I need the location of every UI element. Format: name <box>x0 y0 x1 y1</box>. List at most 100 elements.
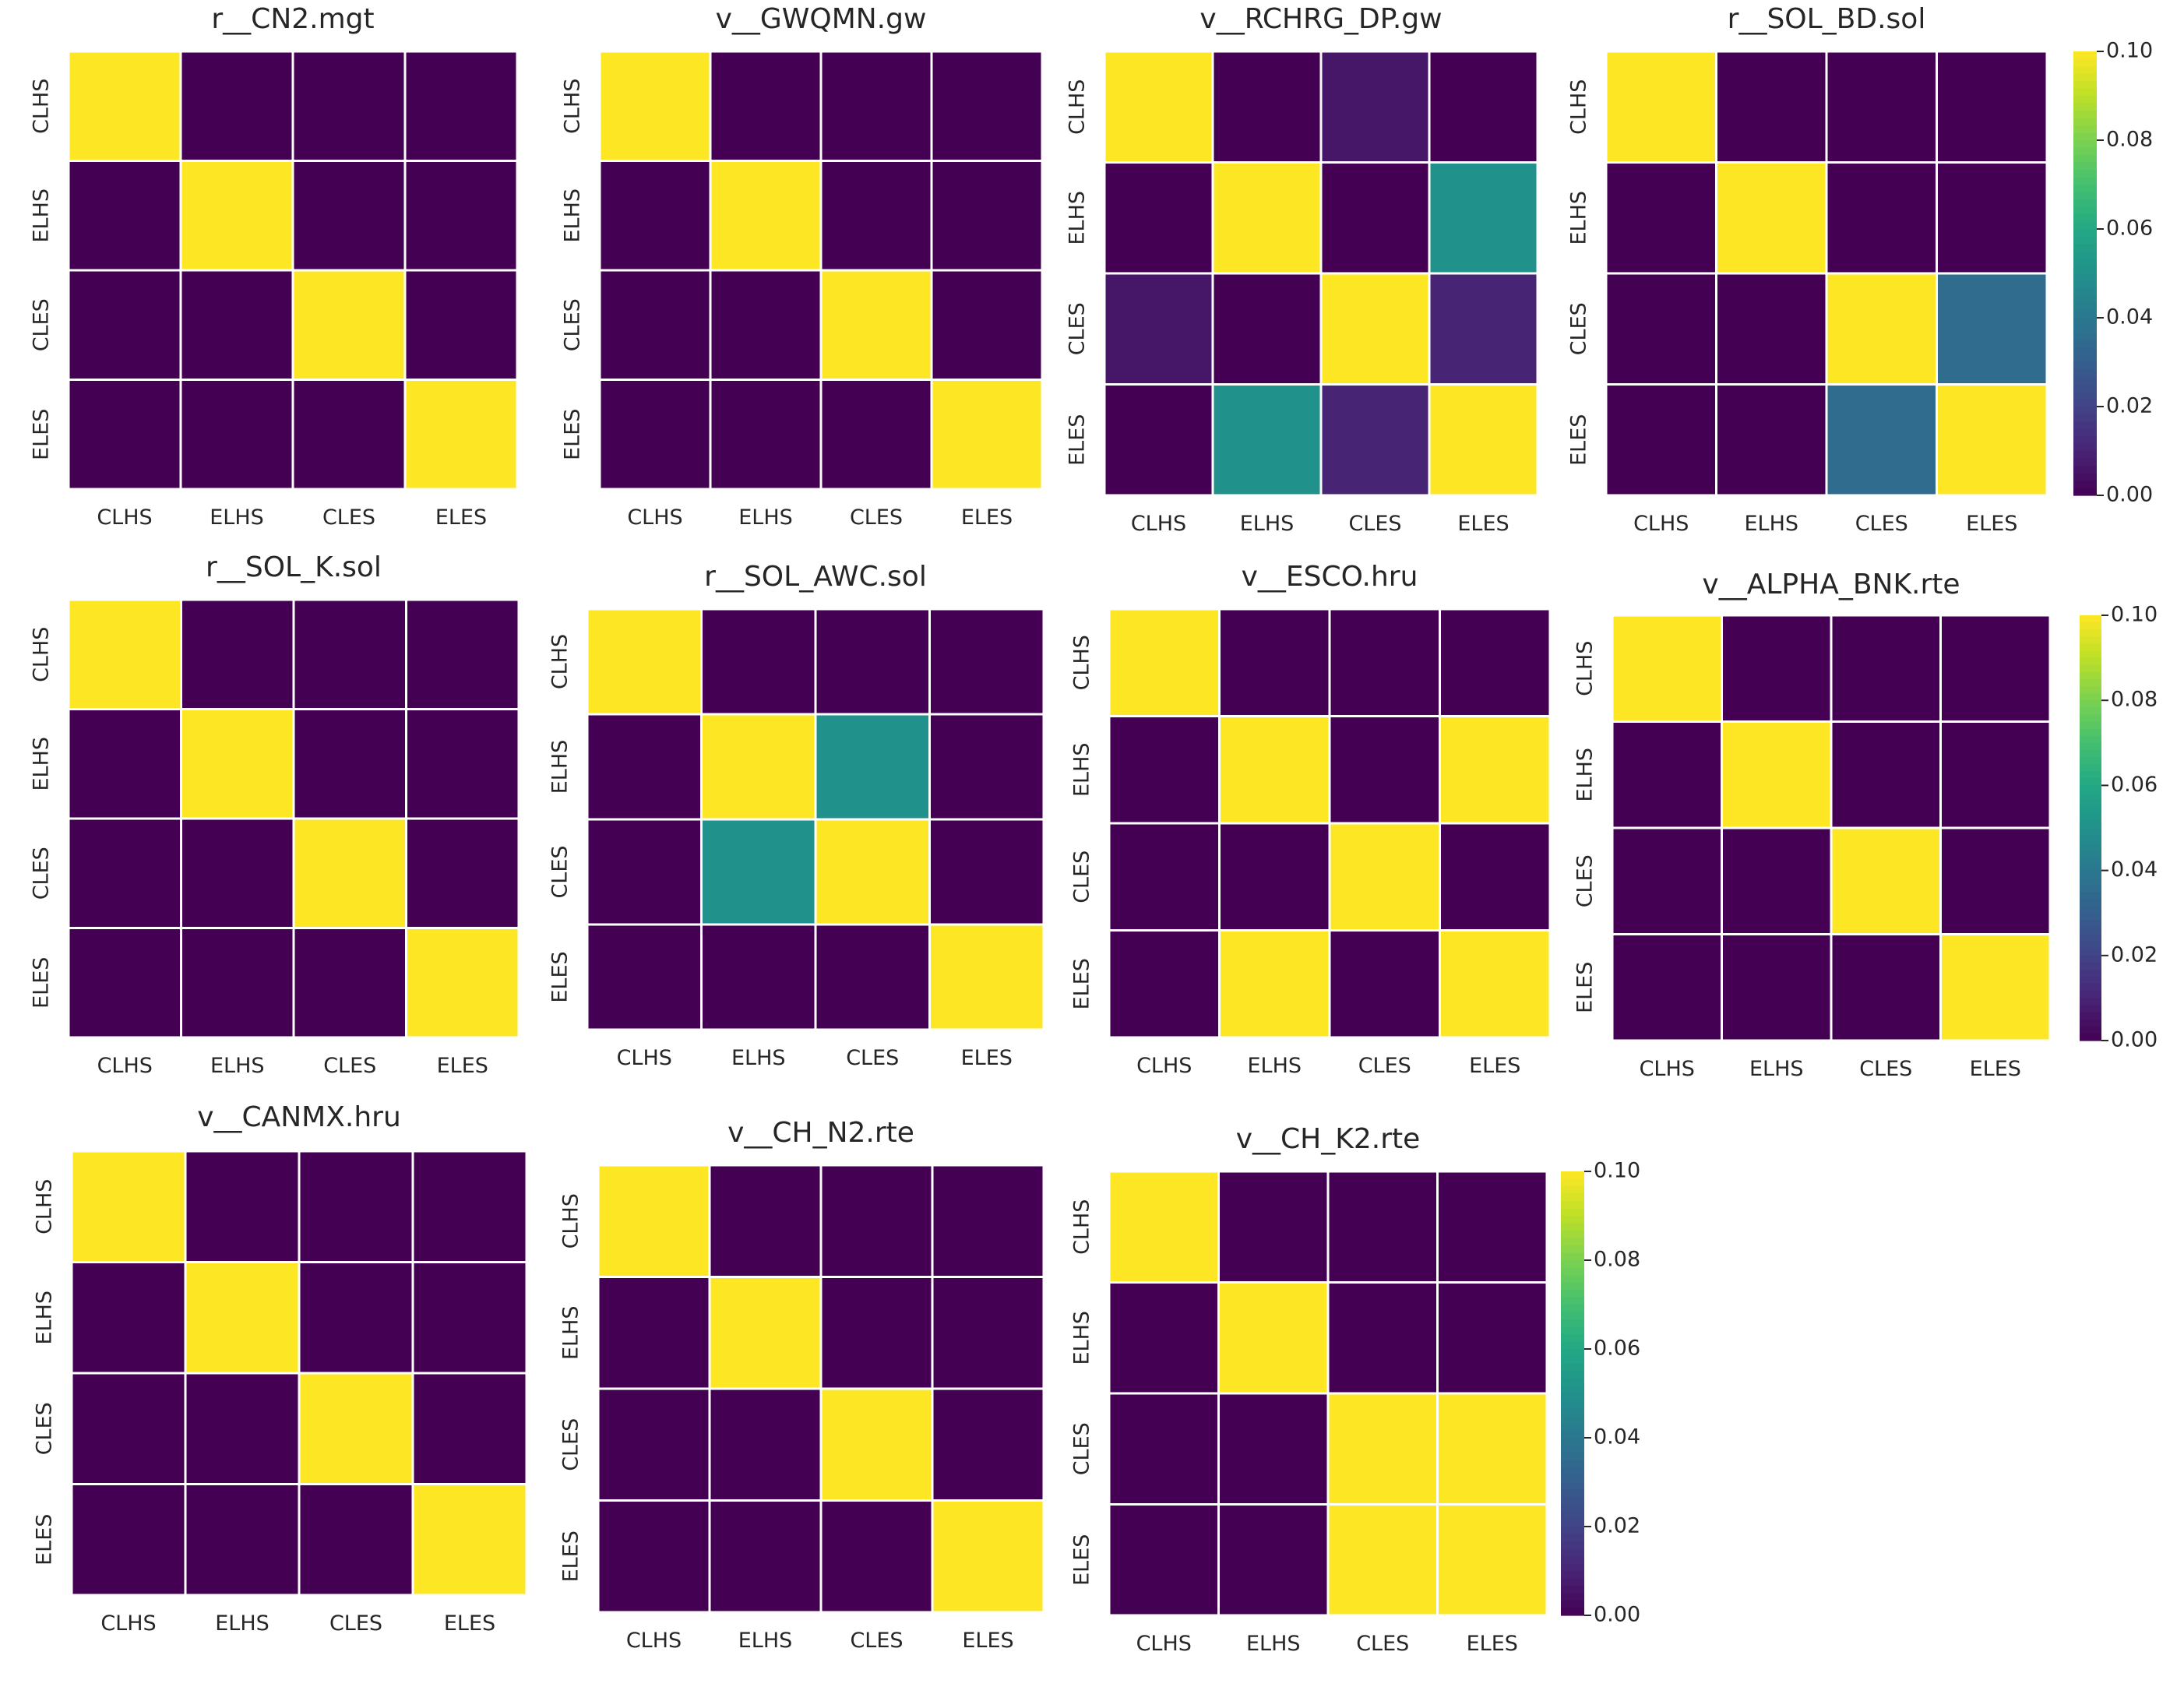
colorbar-tick-label: 0.04 <box>1594 1425 1640 1449</box>
x-tick-label: ELES <box>961 505 1013 530</box>
colorbar-segment <box>2080 906 2101 914</box>
colorbar-segment <box>1561 1571 1584 1580</box>
heatmap-cell-eles-eles <box>931 1499 1045 1614</box>
colorbar-segment <box>2080 714 2101 723</box>
heatmap-cell-clhs-elhs <box>180 598 295 710</box>
heatmap-title: v__ALPHA_BNK.rte <box>1702 569 1960 600</box>
colorbar-segment <box>2073 81 2097 90</box>
heatmap-cell-clhs-clhs <box>67 598 182 710</box>
heatmap-cell-clhs-clhs <box>1103 50 1214 164</box>
colorbar-segment <box>2080 757 2101 765</box>
y-tick-label: ELES <box>1070 1534 1094 1586</box>
heatmap-cell-elhs-clhs <box>67 160 182 272</box>
heatmap-cell-cles-eles <box>403 269 519 381</box>
y-tick-label: ELHS <box>548 740 572 794</box>
heatmap-cell-eles-cles <box>814 923 931 1031</box>
x-tick-label: ELHS <box>210 505 264 530</box>
colorbar-segment <box>2080 884 2101 893</box>
colorbar-segment <box>1561 1364 1584 1372</box>
y-tick-label: CLES <box>1070 851 1094 903</box>
heatmap-cell-elhs-elhs <box>709 160 823 272</box>
colorbar-segment <box>2073 266 2097 274</box>
y-tick-label: ELES <box>1070 958 1094 1009</box>
colorbar-segment <box>1561 1171 1584 1180</box>
heatmap-cell-cles-eles <box>928 818 1045 926</box>
heatmap-cell-elhs-eles <box>405 708 520 820</box>
colorbar-segment <box>1561 1534 1584 1542</box>
colorbar-segment <box>2080 849 2101 857</box>
heatmap-cell-elhs-cles <box>291 160 407 272</box>
heatmap-cell-clhs-elhs <box>1715 50 1828 164</box>
colorbar-segment <box>1561 1208 1584 1217</box>
colorbar-segment <box>2073 399 2097 407</box>
colorbar-tick-label: 0.02 <box>1594 1514 1640 1538</box>
colorbar-segment <box>2080 970 2101 977</box>
heatmap-title: v__CH_N2.rte <box>727 1117 914 1149</box>
heatmap-cell-clhs-eles <box>405 598 520 710</box>
heatmap-cell-cles-elhs <box>1721 826 1833 935</box>
x-tick-label: ELES <box>1966 512 2017 536</box>
heatmap-cell-cles-elhs <box>180 817 295 929</box>
colorbar-segment <box>1561 1386 1584 1394</box>
colorbar-segment <box>2080 1005 2101 1013</box>
heatmap-cell-clhs-eles <box>1439 608 1552 717</box>
heatmap-cell-eles-eles <box>1439 929 1552 1039</box>
y-tick-label: CLHS <box>30 627 54 682</box>
colorbar-segment <box>2080 820 2101 829</box>
heatmap-cell-elhs-eles <box>928 713 1045 821</box>
colorbar-segment <box>1561 1400 1584 1409</box>
x-tick-label: ELES <box>1457 512 1509 536</box>
colorbar-segment <box>2073 177 2097 185</box>
y-tick-label: CLES <box>1070 1422 1094 1475</box>
colorbar-segment <box>1561 1379 1584 1387</box>
colorbar-segment <box>2073 192 2097 200</box>
heatmap-cell-cles-clhs <box>1605 272 1717 386</box>
heatmap-cell-clhs-cles <box>819 50 933 162</box>
heatmap-cell-eles-eles <box>930 379 1044 491</box>
heatmap-cell-cles-clhs <box>598 269 712 381</box>
colorbar-segment <box>2080 920 2101 928</box>
x-tick-label: ELHS <box>738 1629 793 1653</box>
colorbar-segment <box>2073 473 2097 481</box>
heatmap-v-canmx-hru: v__CANMX.hru CLHS ELHS CLES ELES CLHS ELHS CLES… <box>33 1101 528 1636</box>
heatmap-cell-clhs-eles <box>1436 1170 1548 1284</box>
colorbar-segment <box>2073 73 2097 82</box>
y-tick-label: ELHS <box>1070 742 1094 797</box>
y-tick-label: CLES <box>1066 302 1090 355</box>
colorbar-segment <box>2073 295 2097 304</box>
colorbar-segment <box>2080 813 2101 822</box>
colorbar-segment <box>2073 392 2097 400</box>
colorbar-segment <box>1561 1578 1584 1587</box>
colorbar-segment <box>2080 877 2101 886</box>
colorbar-segment <box>2080 650 2101 659</box>
heatmap-cell-eles-clhs <box>70 1483 187 1597</box>
colorbar-segment <box>2080 728 2101 737</box>
heatmap-cell-clhs-clhs <box>1108 608 1221 717</box>
colorbar-segment <box>1561 1312 1584 1320</box>
heatmap-cell-eles-eles <box>928 923 1045 1031</box>
colorbar-segment <box>2080 678 2101 687</box>
colorbar-segment <box>1561 1341 1584 1350</box>
colorbar-segment <box>2080 842 2101 850</box>
colorbar-segment <box>1561 1541 1584 1550</box>
colorbar-segment <box>1561 1349 1584 1358</box>
x-tick-label: CLHS <box>627 505 682 530</box>
colorbar-tick-label: 0.00 <box>2111 1028 2158 1052</box>
y-tick-label: ELHS <box>30 188 54 243</box>
colorbar-segment <box>1561 1445 1584 1453</box>
y-tick-label: CLES <box>33 1402 57 1455</box>
y-tick-label: CLHS <box>1066 79 1090 135</box>
heatmap-cell-cles-clhs <box>597 1387 711 1502</box>
colorbar-segment <box>2080 643 2101 652</box>
heatmap-cell-clhs-elhs <box>179 50 294 162</box>
colorbar-segment <box>2080 984 2101 991</box>
colorbar-segment <box>1561 1512 1584 1520</box>
colorbar-segment <box>2073 303 2097 312</box>
heatmap-cell-elhs-cles <box>1319 161 1431 275</box>
colorbar-segment <box>2080 742 2101 751</box>
colorbar-segment <box>2073 458 2097 467</box>
x-tick-label: ELES <box>962 1629 1013 1653</box>
heatmap-cell-clhs-cles <box>1326 1170 1439 1284</box>
heatmap-v-esco-hru: v__ESCO.hru CLHS ELHS CLES ELES CLHS ELHS CLES E… <box>1070 561 1552 1078</box>
heatmap-cell-elhs-eles <box>1428 161 1539 275</box>
